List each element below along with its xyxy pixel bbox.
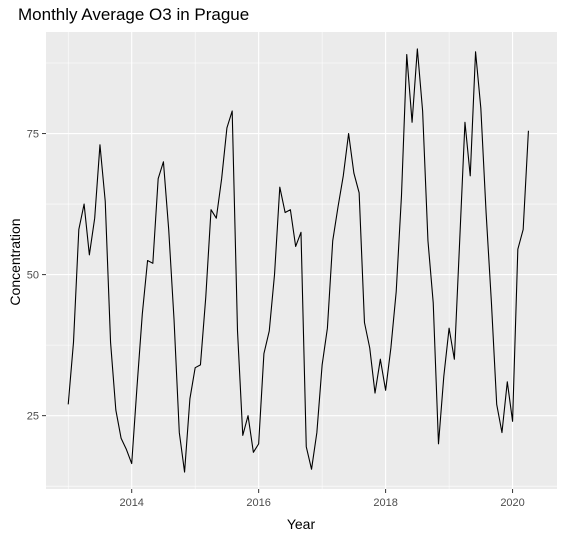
- y-axis-title: Concentration: [7, 218, 23, 305]
- x-tick-label: 2020: [500, 497, 524, 509]
- chart-title: Monthly Average O3 in Prague: [18, 5, 250, 24]
- axis-ticks: [42, 133, 514, 493]
- y-tick-label: 75: [27, 129, 39, 141]
- y-tick-label: 25: [27, 411, 39, 423]
- series-layer: [67, 48, 529, 473]
- y-tick-labels: 25 50 75: [27, 129, 39, 423]
- series-line: [67, 48, 529, 473]
- x-tick-labels: 2014 2016 2018 2020: [119, 497, 524, 509]
- x-tick-label: 2014: [119, 497, 143, 509]
- x-tick-label: 2016: [246, 497, 270, 509]
- y-tick-label: 50: [27, 270, 39, 282]
- x-axis-title: Year: [287, 516, 316, 532]
- x-tick-label: 2018: [373, 497, 397, 509]
